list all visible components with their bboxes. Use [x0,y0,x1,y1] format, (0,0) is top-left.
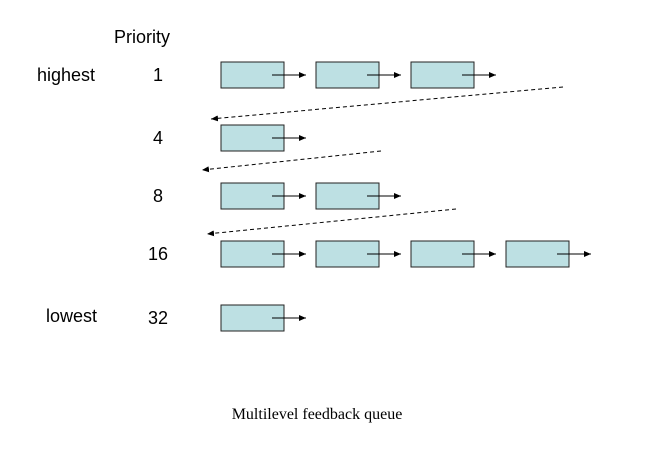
feedback-arrows [201,86,564,237]
queues: 1 4 8 16 32 [148,61,591,332]
lowest-label: lowest [46,306,97,326]
feedback-arrow [210,86,564,122]
highest-label: highest [37,65,95,85]
queue-row-32: 32 [148,304,306,332]
priority-value: 16 [148,244,168,264]
priority-value: 1 [153,65,163,85]
feedback-arrow [206,208,457,237]
feedback-arrow [201,150,382,173]
priority-header: Priority [114,27,170,47]
queue-row-1: 1 [153,61,496,89]
priority-value: 4 [153,128,163,148]
diagram-caption: Multilevel feedback queue [232,406,403,423]
queue-row-4: 4 [153,124,306,152]
priority-value: 32 [148,308,168,328]
queue-row-8: 8 [153,182,401,210]
queue-row-16: 16 [148,240,591,268]
priority-value: 8 [153,186,163,206]
